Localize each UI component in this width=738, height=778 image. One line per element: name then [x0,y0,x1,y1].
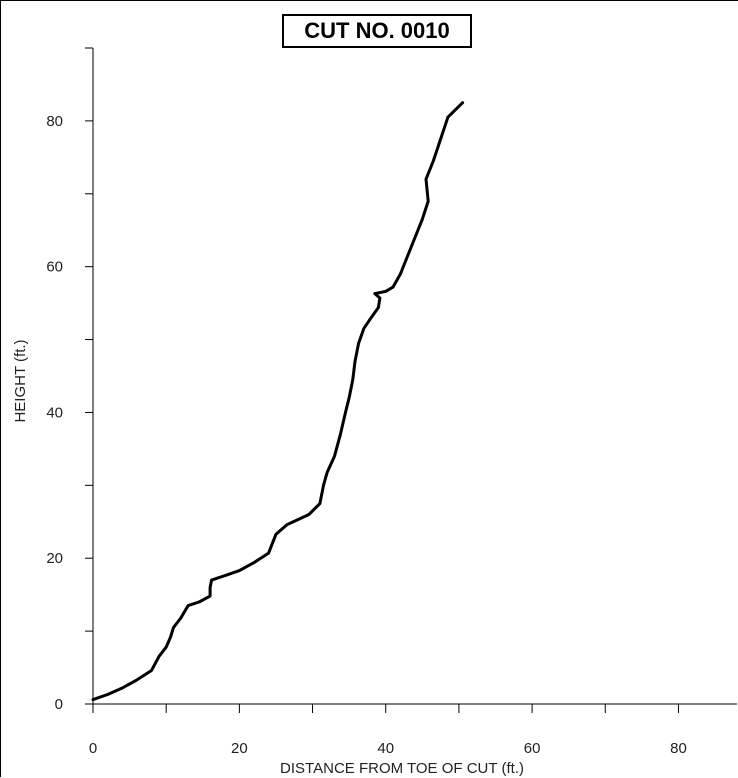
y-tick-label-20: 20 [46,550,63,567]
y-tick-label-40: 40 [46,404,63,421]
y-tick-label-80: 80 [46,113,63,130]
chart-title-box: CUT NO. 0010 [282,14,472,48]
x-tick-label-0: 0 [89,740,97,757]
y-axis-title: HEIGHT (ft.) [12,339,29,422]
x-tick-label-80: 80 [670,740,687,757]
plot-area [91,101,465,702]
ticks: 0 20 40 60 80 0 20 40 60 80 [46,47,687,757]
chart-title: CUT NO. 0010 [304,18,450,43]
x-axis-title: DISTANCE FROM TOE OF CUT (ft.) [280,760,524,777]
series-line-0 [91,101,465,702]
x-tick-label-60: 60 [524,740,541,757]
y-tick-label-0: 0 [55,696,63,713]
axes [92,48,737,705]
y-tick-label-60: 60 [46,259,63,276]
x-tick-label-20: 20 [231,740,248,757]
x-tick-label-40: 40 [377,740,394,757]
